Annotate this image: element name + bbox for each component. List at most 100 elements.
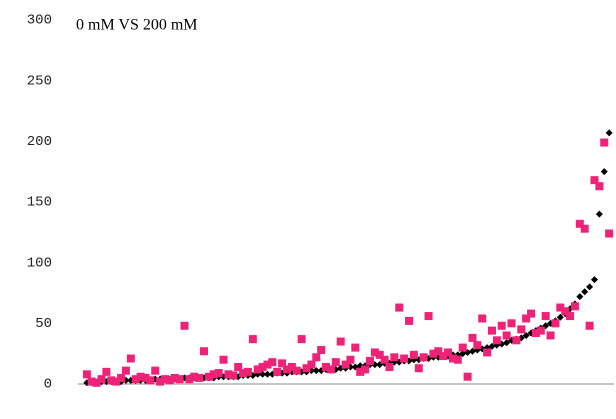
point (444, 348, 453, 357)
point (483, 348, 492, 357)
point (468, 347, 476, 355)
point (278, 359, 287, 368)
point (214, 369, 223, 378)
point (136, 372, 145, 381)
point (605, 129, 613, 137)
point (287, 363, 296, 372)
point (131, 375, 140, 384)
point (92, 378, 101, 387)
point (424, 312, 433, 321)
point (292, 366, 301, 375)
y-tick-label: 50 (35, 316, 52, 332)
point (586, 283, 594, 291)
y-tick-label: 250 (27, 73, 52, 89)
point (468, 333, 477, 342)
point (190, 372, 199, 381)
point (600, 138, 609, 147)
point (112, 377, 121, 386)
point (195, 373, 204, 382)
point (541, 312, 550, 321)
point (551, 319, 560, 328)
point (580, 224, 589, 233)
point (102, 367, 111, 376)
point (185, 375, 194, 384)
point (239, 369, 248, 378)
point (458, 343, 467, 352)
point (151, 366, 160, 375)
point (263, 370, 271, 378)
point (117, 373, 126, 382)
point (312, 367, 320, 375)
point (502, 331, 511, 340)
point (405, 316, 414, 325)
point (478, 314, 487, 323)
point (531, 329, 540, 338)
point (556, 303, 565, 312)
point (419, 353, 428, 362)
point (517, 325, 526, 334)
point (170, 373, 179, 382)
point (146, 376, 155, 385)
point (234, 363, 243, 372)
point (546, 331, 555, 340)
point (561, 307, 570, 316)
point (448, 354, 457, 363)
point (229, 371, 238, 380)
point (302, 364, 311, 373)
point (590, 176, 599, 185)
point (156, 377, 165, 386)
point (507, 319, 516, 328)
point (581, 288, 589, 296)
point (522, 314, 531, 323)
point (331, 358, 340, 367)
point (575, 219, 584, 228)
y-tick-label: 150 (27, 195, 52, 211)
point (356, 367, 365, 376)
point (224, 370, 233, 379)
y-tick-label: 0 (44, 377, 52, 393)
point (209, 370, 218, 379)
point (200, 347, 209, 356)
point (258, 363, 267, 372)
point (434, 347, 443, 356)
point (268, 358, 277, 367)
point (556, 313, 564, 321)
point (590, 276, 598, 284)
point (351, 343, 360, 352)
point (97, 375, 106, 384)
chart-title: 0 mM VS 200 mM (76, 17, 198, 34)
point (263, 360, 272, 369)
point (204, 372, 213, 381)
point (165, 376, 174, 385)
point (297, 335, 306, 344)
point (400, 354, 409, 363)
point (453, 355, 462, 364)
point (282, 365, 291, 374)
point (253, 365, 262, 374)
point (512, 336, 521, 345)
point (126, 354, 135, 363)
point (439, 352, 448, 361)
point (595, 182, 604, 191)
point (175, 375, 184, 384)
point (414, 364, 423, 373)
point (429, 349, 438, 358)
point (409, 350, 418, 359)
point (605, 229, 614, 238)
point (503, 339, 511, 347)
point (326, 365, 335, 374)
point (463, 372, 472, 381)
point (361, 365, 370, 374)
y-tick-label: 300 (27, 13, 52, 29)
point (492, 336, 501, 345)
point (488, 342, 496, 350)
point (576, 293, 584, 301)
point (385, 363, 394, 372)
point (395, 303, 404, 312)
point (365, 356, 374, 365)
point (585, 321, 594, 330)
point (273, 367, 282, 376)
point (370, 348, 379, 357)
point (341, 360, 350, 369)
